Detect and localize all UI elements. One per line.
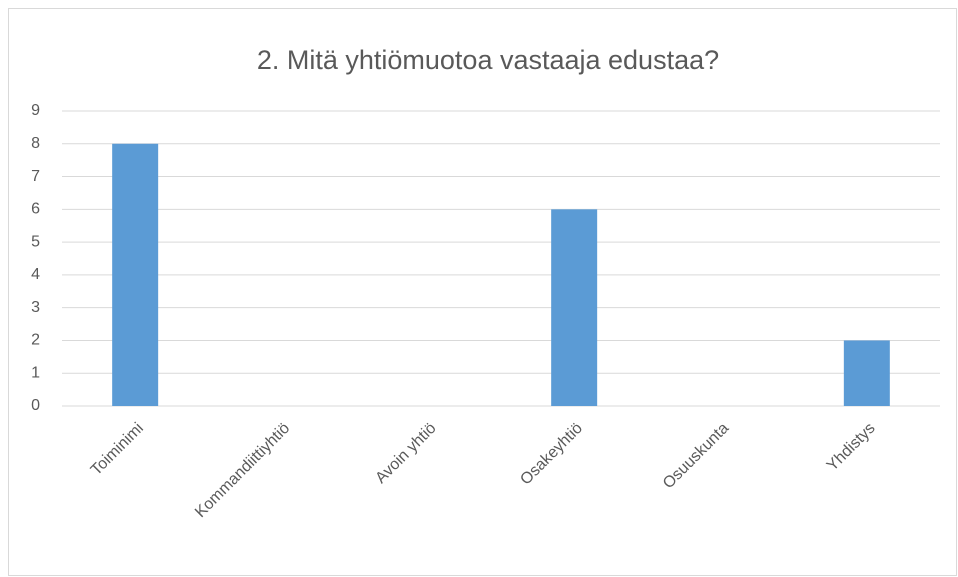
y-tick-label: 1 [31,364,40,381]
chart-frame [8,8,957,576]
y-tick-label: 6 [31,201,40,218]
y-tick-label: 3 [31,299,40,316]
y-tick-label: 8 [31,135,40,152]
bar [112,143,159,406]
bar [843,340,890,406]
y-tick-label: 2 [31,332,40,349]
y-tick-label: 7 [31,168,40,185]
y-tick-label: 5 [31,233,40,250]
y-tick-label: 4 [31,266,40,283]
y-tick-label: 9 [31,102,40,119]
chart-title: 2. Mitä yhtiömuotoa vastaaja edustaa? [257,45,719,75]
y-tick-label: 0 [31,397,40,414]
bar [551,209,598,406]
